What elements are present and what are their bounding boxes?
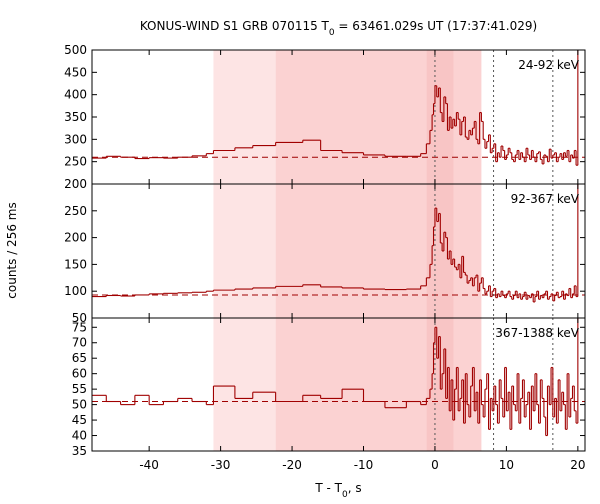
light-curve-1 [92,184,579,303]
shaded-interval-1 [275,50,427,451]
x-tick-label: 20 [570,458,585,472]
x-tick-label: -10 [354,458,374,472]
energy-band-label: 367-1388 keV [495,326,579,340]
y-tick-label: 75 [72,320,87,334]
panel-0: 200 250 300 350 400 450 500 24-92 keV [64,43,586,191]
x-axis-title: T - T0, s [314,481,361,500]
chart-title-suffix: = 63461.029s UT (17:37:41.029) [335,19,538,33]
x-axis-title-suffix: , s [348,481,362,495]
chart-title: KONUS-WIND S1 GRB 070115 T0 = 63461.029s… [140,19,537,38]
y-tick-label: 400 [64,88,87,102]
y-tick-label: 55 [72,382,87,396]
y-axis-title: counts / 256 ms [5,202,19,298]
panel-frame-2 [91,317,586,452]
y-tick-label: 65 [72,351,87,365]
y-tick-label: 200 [64,231,87,245]
light-curve-0 [92,50,579,166]
y-tick-label: 40 [72,429,87,443]
chart-title-prefix: KONUS-WIND S1 GRB 070115 T [140,19,330,33]
x-axis-title-prefix: T - T [314,481,342,495]
y-tick-label: 50 [72,311,87,325]
x-tick-label: -30 [211,458,231,472]
y-tick-label: 450 [64,65,87,79]
y-tick-label: 60 [72,367,87,381]
chart-title-subscript: 0 [329,28,335,38]
y-tick-label: 250 [64,155,87,169]
energy-band-label: 24-92 keV [518,58,580,72]
y-tick-label: 70 [72,336,87,350]
x-axis-title-subscript: 0 [342,490,348,500]
panel-1: 50 100 150 200 250 92-367 keV [64,183,586,325]
shaded-interval-0 [213,50,276,451]
y-tick-label: 250 [64,204,87,218]
y-tick-label: 500 [64,43,87,57]
x-tick-label: 10 [499,458,514,472]
y-tick-label: 35 [72,444,87,458]
light-curve-2 [92,318,579,437]
y-tick-label: 50 [72,398,87,412]
y-tick-label: 45 [72,413,87,427]
y-tick-label: 350 [64,110,87,124]
x-tick-label: 0 [431,458,439,472]
y-tick-label: 100 [64,284,87,298]
y-tick-label: 200 [64,177,87,191]
x-tick-label: -20 [282,458,302,472]
energy-band-label: 92-367 keV [511,192,580,206]
y-tick-label: 300 [64,132,87,146]
y-tick-label: 150 [64,257,87,271]
x-tick-label: -40 [139,458,159,472]
